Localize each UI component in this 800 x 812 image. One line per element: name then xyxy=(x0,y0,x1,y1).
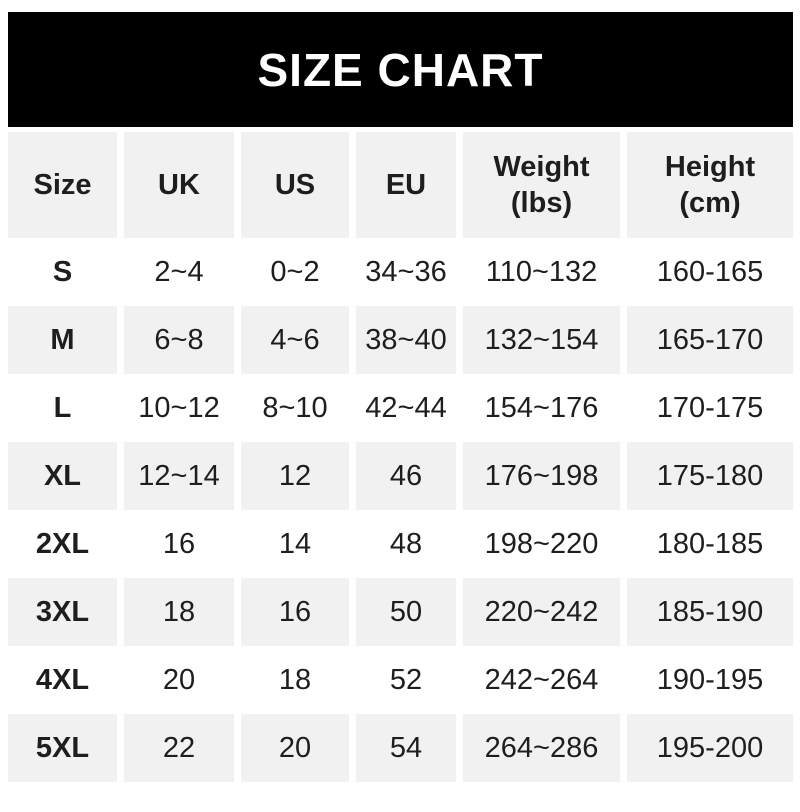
table-cell-uk: 12~14 xyxy=(124,442,234,510)
table-cell-size: 5XL xyxy=(8,714,117,782)
table-cell-us: 8~10 xyxy=(241,374,349,442)
table-cell-eu: 42~44 xyxy=(356,374,456,442)
table-cell-us: 16 xyxy=(241,578,349,646)
table-cell-height: 170-175 xyxy=(627,374,793,442)
table-cell-eu: 38~40 xyxy=(356,306,456,374)
table-cell-eu: 34~36 xyxy=(356,238,456,306)
column-header-label: Height xyxy=(664,150,756,183)
table-cell-size: L xyxy=(8,374,117,442)
table-cell-eu: 48 xyxy=(356,510,456,578)
table-cell-height: 160-165 xyxy=(627,238,793,306)
table-cell-size: 3XL xyxy=(8,578,117,646)
table-cell-height: 165-170 xyxy=(627,306,793,374)
table-cell-size: XL xyxy=(8,442,117,510)
column-header-sublabel: (cm) xyxy=(679,187,741,219)
table-cell-height: 190-195 xyxy=(627,646,793,714)
table-cell-size: S xyxy=(8,238,117,306)
table-cell-us: 18 xyxy=(241,646,349,714)
table-cell-uk: 16 xyxy=(124,510,234,578)
table-cell-height: 175-180 xyxy=(627,442,793,510)
table-cell-uk: 10~12 xyxy=(124,374,234,442)
table-cell-size: M xyxy=(8,306,117,374)
table-cell-weight: 198~220 xyxy=(463,510,620,578)
table-cell-weight: 132~154 xyxy=(463,306,620,374)
table-cell-uk: 20 xyxy=(124,646,234,714)
page-title: SIZE CHART xyxy=(257,43,544,96)
table-cell-uk: 2~4 xyxy=(124,238,234,306)
table-cell-us: 20 xyxy=(241,714,349,782)
column-header-height: Height (cm) xyxy=(627,132,793,238)
table-cell-weight: 220~242 xyxy=(463,578,620,646)
table-cell-height: 195-200 xyxy=(627,714,793,782)
table-cell-size: 2XL xyxy=(8,510,117,578)
column-header-uk: UK xyxy=(124,132,234,238)
column-header-label: US xyxy=(274,168,316,201)
column-header-label: Weight xyxy=(493,150,590,183)
table-cell-us: 14 xyxy=(241,510,349,578)
table-cell-eu: 54 xyxy=(356,714,456,782)
title-banner: SIZE CHART xyxy=(8,12,793,127)
column-header-label: EU xyxy=(385,168,427,201)
table-cell-weight: 176~198 xyxy=(463,442,620,510)
column-header-label: Size xyxy=(33,168,92,201)
size-chart-page: SIZE CHART Size UK US EU Weight (lbs) He… xyxy=(0,12,800,812)
table-cell-height: 185-190 xyxy=(627,578,793,646)
table-cell-uk: 22 xyxy=(124,714,234,782)
table-cell-eu: 50 xyxy=(356,578,456,646)
column-header-weight: Weight (lbs) xyxy=(463,132,620,238)
table-cell-weight: 242~264 xyxy=(463,646,620,714)
column-header-eu: EU xyxy=(356,132,456,238)
table-cell-eu: 46 xyxy=(356,442,456,510)
column-header-us: US xyxy=(241,132,349,238)
column-header-sublabel: (lbs) xyxy=(510,187,573,219)
table-cell-us: 12 xyxy=(241,442,349,510)
table-cell-height: 180-185 xyxy=(627,510,793,578)
table-cell-weight: 154~176 xyxy=(463,374,620,442)
table-cell-eu: 52 xyxy=(356,646,456,714)
table-cell-uk: 6~8 xyxy=(124,306,234,374)
table-cell-us: 0~2 xyxy=(241,238,349,306)
table-cell-uk: 18 xyxy=(124,578,234,646)
size-table: Size UK US EU Weight (lbs) Height (cm) S… xyxy=(8,132,793,782)
column-header-label: UK xyxy=(158,168,200,201)
column-header-size: Size xyxy=(8,132,117,238)
table-cell-weight: 110~132 xyxy=(463,238,620,306)
table-cell-weight: 264~286 xyxy=(463,714,620,782)
table-cell-size: 4XL xyxy=(8,646,117,714)
table-cell-us: 4~6 xyxy=(241,306,349,374)
